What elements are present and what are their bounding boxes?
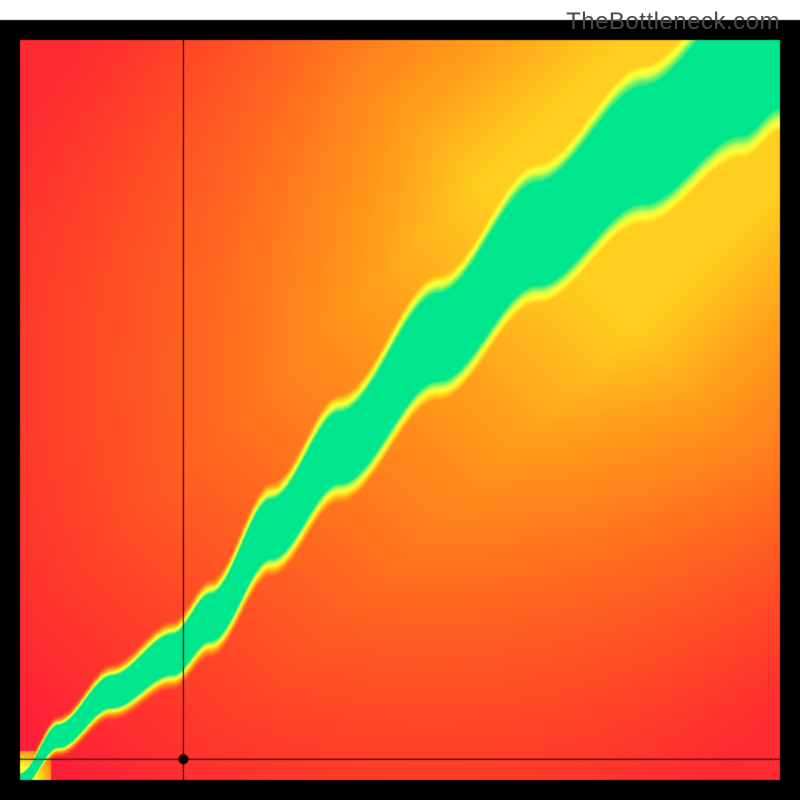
chart-container: TheBottleneck.com — [0, 0, 800, 800]
watermark-text: TheBottleneck.com — [566, 8, 780, 36]
heatmap-canvas — [0, 0, 800, 800]
